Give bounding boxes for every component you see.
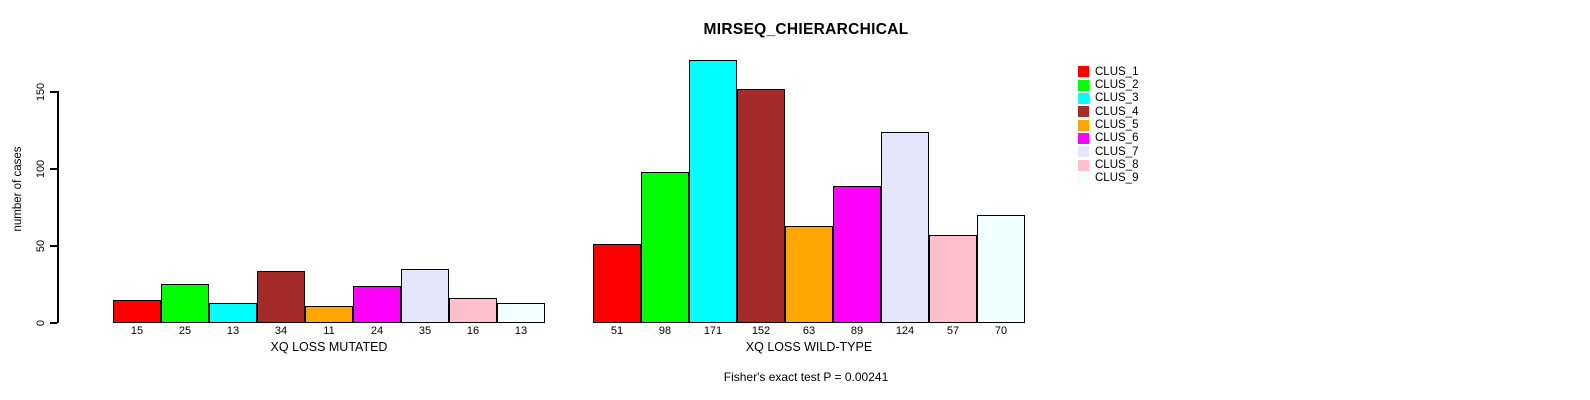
bar-value-label: 13 xyxy=(514,325,528,337)
bar-value-label: 51 xyxy=(610,325,624,337)
y-tick-label: 0 xyxy=(35,319,47,327)
bar-clus_2 xyxy=(161,284,209,323)
bar-value-label: 34 xyxy=(274,325,288,337)
bar-clus_3 xyxy=(689,60,737,323)
legend-swatch xyxy=(1078,119,1089,131)
legend-swatch xyxy=(1078,79,1089,91)
legend-label: CLUS_8 xyxy=(1095,159,1139,172)
bar-value-label: 57 xyxy=(946,325,960,337)
legend-label: CLUS_2 xyxy=(1095,79,1139,92)
bar-value-label: 13 xyxy=(226,325,240,337)
y-tick-mark xyxy=(50,322,57,324)
x-axis-group-label: XQ LOSS MUTATED xyxy=(270,340,388,354)
bar-clus_4 xyxy=(257,271,305,323)
legend-label: CLUS_3 xyxy=(1095,92,1139,105)
bar-value-label: 15 xyxy=(130,325,144,337)
bar-value-label: 25 xyxy=(178,325,192,337)
bar-value-row: 51 98 171 152 63 89 124 57 70 xyxy=(593,325,1025,337)
legend-item: CLUS_1 xyxy=(1078,65,1138,78)
bar-value-label: 124 xyxy=(895,325,915,337)
legend: CLUS_1 CLUS_2 CLUS_3 CLUS_4 CLUS_5 CLUS_6 CLUS… xyxy=(1078,65,1138,185)
legend-item: CLUS_7 xyxy=(1078,145,1138,158)
legend-label: CLUS_6 xyxy=(1095,132,1139,145)
bar-value-row: 15 25 13 34 11 24 35 16 13 xyxy=(113,325,545,337)
bar-clus_6 xyxy=(833,186,881,323)
bar-value-label: 16 xyxy=(466,325,480,337)
legend-swatch xyxy=(1078,106,1089,118)
bar-clus_1 xyxy=(113,300,161,323)
bar-value-label: 89 xyxy=(850,325,864,337)
legend-label: CLUS_7 xyxy=(1095,145,1139,158)
bar-clus_5 xyxy=(305,306,353,323)
bar-clus_4 xyxy=(737,89,785,323)
legend-swatch xyxy=(1078,66,1089,78)
bar-clus_8 xyxy=(449,298,497,323)
legend-item: CLUS_3 xyxy=(1078,92,1138,105)
legend-swatch xyxy=(1078,172,1089,184)
bar-clus_7 xyxy=(881,132,929,323)
legend-swatch xyxy=(1078,92,1089,104)
y-tick-label: 150 xyxy=(35,82,47,102)
y-tick-mark xyxy=(50,91,57,93)
legend-label: CLUS_5 xyxy=(1095,119,1139,132)
legend-swatch xyxy=(1078,159,1089,171)
bar-value-label: 35 xyxy=(418,325,432,337)
bar-value-label: 24 xyxy=(370,325,384,337)
legend-item: CLUS_2 xyxy=(1078,78,1138,91)
bar-value-label: 98 xyxy=(658,325,672,337)
y-axis-label: number of cases xyxy=(12,146,24,232)
y-tick-mark xyxy=(50,168,57,170)
bar-clus_2 xyxy=(641,172,689,323)
legend-swatch xyxy=(1078,146,1089,158)
bar-clus_1 xyxy=(593,244,641,323)
bar-value-label: 171 xyxy=(703,325,723,337)
bar-clus_6 xyxy=(353,286,401,323)
y-tick-label: 100 xyxy=(35,159,47,179)
bar-clus_8 xyxy=(929,235,977,323)
bar-clus_7 xyxy=(401,269,449,323)
legend-item: CLUS_6 xyxy=(1078,132,1138,145)
bar-value-label: 63 xyxy=(802,325,816,337)
legend-item: CLUS_4 xyxy=(1078,105,1138,118)
bar-clus_3 xyxy=(209,303,257,323)
legend-label: CLUS_9 xyxy=(1095,172,1139,185)
bar-group xyxy=(113,269,545,323)
chart-title: MIRSEQ_CHIERARCHICAL xyxy=(703,21,909,38)
bar-value-label: 152 xyxy=(751,325,771,337)
legend-item: CLUS_8 xyxy=(1078,158,1138,171)
legend-item: CLUS_9 xyxy=(1078,172,1138,185)
x-axis-group-label: XQ LOSS WILD-TYPE xyxy=(745,340,873,354)
legend-item: CLUS_5 xyxy=(1078,118,1138,131)
y-axis-line xyxy=(57,91,59,323)
bar-clus_9 xyxy=(497,303,545,323)
y-tick-label: 50 xyxy=(35,239,47,253)
bar-value-label: 70 xyxy=(994,325,1008,337)
legend-swatch xyxy=(1078,132,1089,144)
y-tick-mark xyxy=(50,245,57,247)
fisher-test-annotation: Fisher's exact test P = 0.00241 xyxy=(723,370,889,384)
bar-clus_9 xyxy=(977,215,1025,323)
bar-value-label: 11 xyxy=(323,325,335,337)
legend-label: CLUS_4 xyxy=(1095,105,1139,118)
bar-clus_5 xyxy=(785,226,833,323)
legend-label: CLUS_1 xyxy=(1095,65,1139,78)
bar-group xyxy=(593,60,1025,323)
